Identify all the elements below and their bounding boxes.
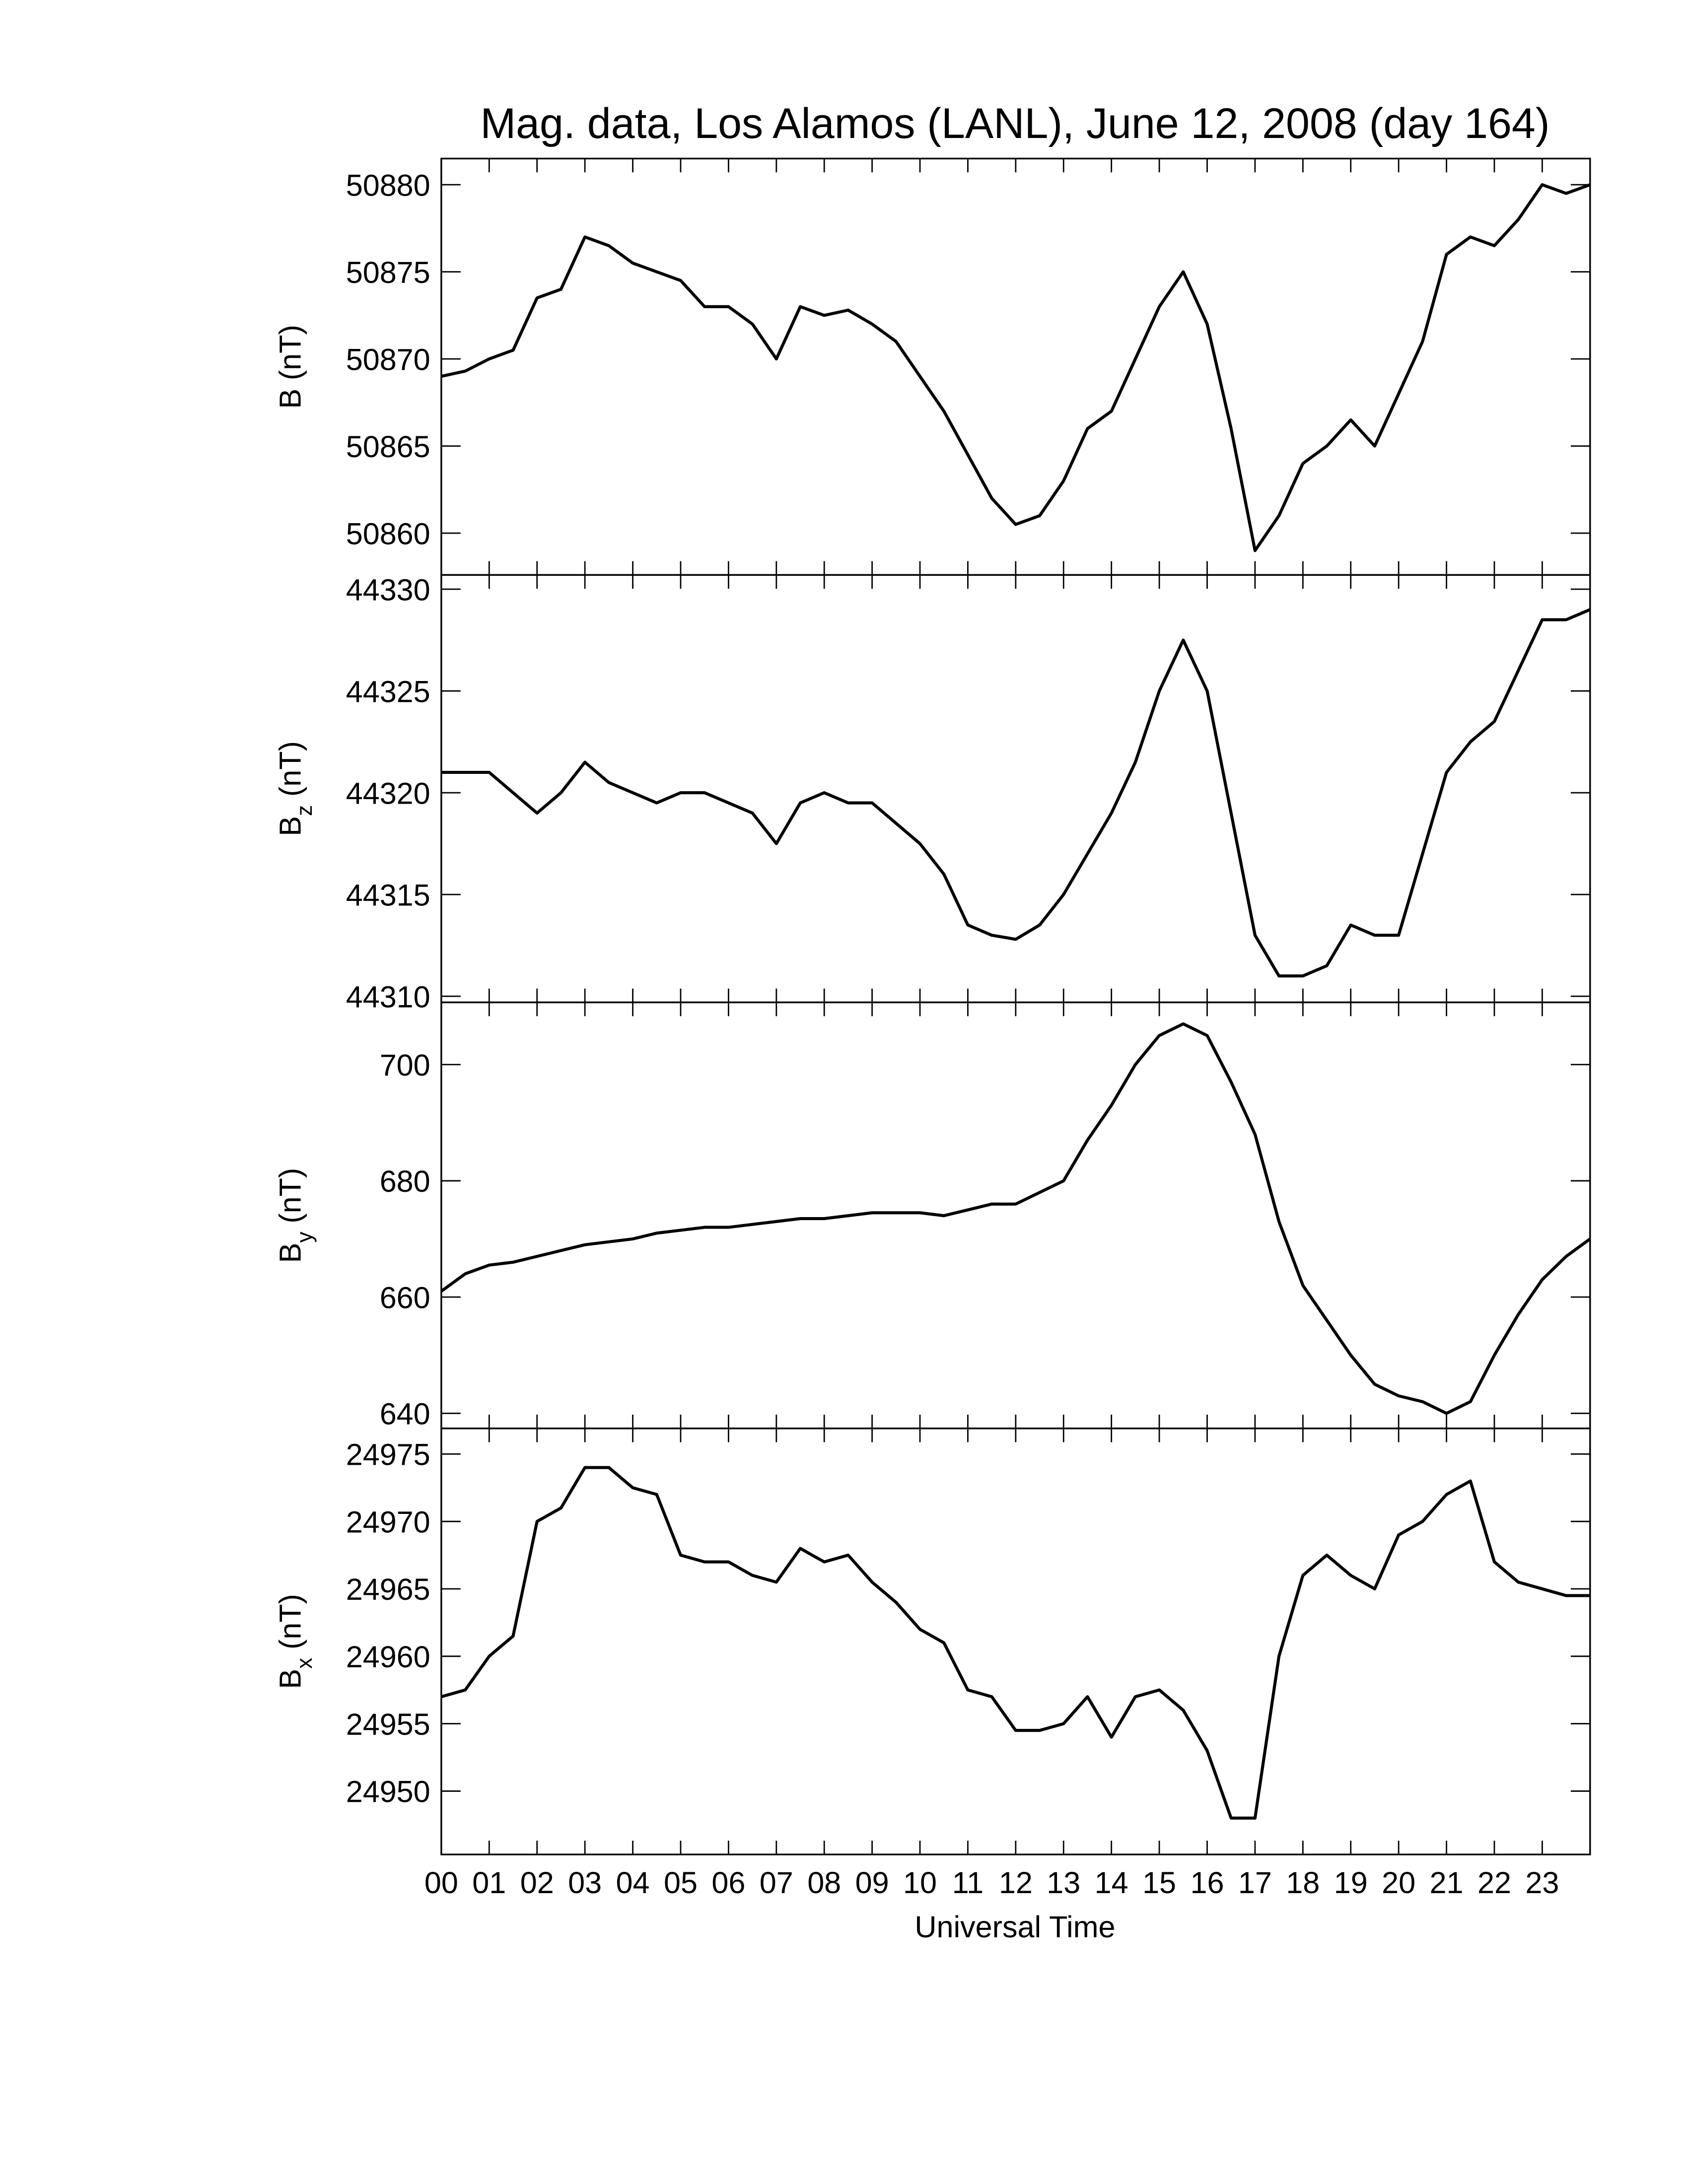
y-tick-label: 44330 [346, 573, 430, 607]
y-axis-label: Bz (nT) [274, 741, 317, 836]
x-tick-label: 06 [711, 1866, 745, 1900]
y-tick-label: 24965 [346, 1572, 430, 1606]
x-tick-label: 05 [664, 1866, 698, 1900]
y-tick-label: 44320 [346, 776, 430, 810]
x-tick-label: 12 [999, 1866, 1033, 1900]
x-tick-label: 13 [1047, 1866, 1080, 1900]
y-tick-label: 640 [380, 1397, 430, 1431]
x-tick-label: 02 [520, 1866, 554, 1900]
x-axis-label: Universal Time [914, 1910, 1115, 1944]
y-tick-label: 50880 [346, 168, 430, 202]
y-tick-label: 24960 [346, 1640, 430, 1674]
y-axis-label-unit: (nT) [274, 741, 307, 797]
y-tick-label: 50870 [346, 342, 430, 376]
y-tick-label: 24955 [346, 1707, 430, 1741]
x-tick-label: 00 [424, 1866, 458, 1900]
x-tick-label: 07 [760, 1866, 793, 1900]
y-tick-label: 50875 [346, 256, 430, 289]
y-tick-label: 50860 [346, 517, 430, 550]
x-tick-label: 23 [1525, 1866, 1559, 1900]
y-axis-label-subscript: z [292, 805, 317, 816]
y-axis-label: By (nT) [274, 1168, 317, 1263]
x-tick-label: 03 [568, 1866, 602, 1900]
x-tick-label: 21 [1430, 1866, 1464, 1900]
y-tick-label: 50865 [346, 430, 430, 464]
y-tick-label: 660 [380, 1281, 430, 1314]
y-axis-label-symbol: B [274, 816, 307, 836]
x-tick-label: 15 [1142, 1866, 1176, 1900]
chart-title: Mag. data, Los Alamos (LANL), June 12, 2… [480, 100, 1549, 147]
x-tick-label: 18 [1286, 1866, 1320, 1900]
y-tick-label: 24970 [346, 1505, 430, 1539]
y-axis-label-unit: (nT) [274, 1168, 307, 1224]
data-line [441, 608, 1591, 978]
y-axis-label-unit: (nT) [274, 1594, 307, 1649]
x-tick-label: 17 [1238, 1866, 1272, 1900]
y-tick-label: 44315 [346, 878, 430, 912]
x-tick-label: 01 [472, 1866, 506, 1900]
y-tick-label: 24975 [346, 1438, 430, 1472]
y-tick-label: 44325 [346, 675, 430, 708]
x-tick-label: 14 [1095, 1866, 1128, 1900]
x-tick-label: 09 [855, 1866, 889, 1900]
x-tick-label: 20 [1382, 1866, 1415, 1900]
x-tick-label: 16 [1190, 1866, 1224, 1900]
x-tick-label: 10 [903, 1866, 937, 1900]
y-axis-label-symbol: B [274, 389, 307, 409]
y-tick-label: 44310 [346, 980, 430, 1014]
x-tick-label: 04 [616, 1866, 650, 1900]
plot-frame [440, 1001, 1591, 1430]
x-tick-label: 11 [952, 1866, 984, 1900]
y-axis-label-symbol: B [274, 1669, 307, 1689]
y-axis-label-subscript: x [292, 1658, 317, 1669]
plot-frame [440, 157, 1591, 576]
y-tick-label: 700 [380, 1048, 430, 1082]
plot-frame [440, 1428, 1591, 1855]
x-tick-label: 19 [1334, 1866, 1368, 1900]
x-tick-label: 22 [1477, 1866, 1511, 1900]
data-line [441, 1466, 1590, 1820]
y-axis-label-symbol: B [274, 1243, 307, 1263]
y-axis-label-unit: (nT) [274, 325, 307, 380]
x-tick-label: 08 [807, 1866, 841, 1900]
y-tick-label: 680 [380, 1164, 430, 1198]
data-line [440, 1022, 1591, 1415]
y-tick-label: 24950 [346, 1775, 430, 1809]
y-axis-label: B (nT) [274, 325, 307, 409]
y-axis-label-subscript: y [292, 1231, 317, 1243]
data-line [441, 183, 1591, 552]
y-axis-label: Bx (nT) [274, 1594, 317, 1689]
